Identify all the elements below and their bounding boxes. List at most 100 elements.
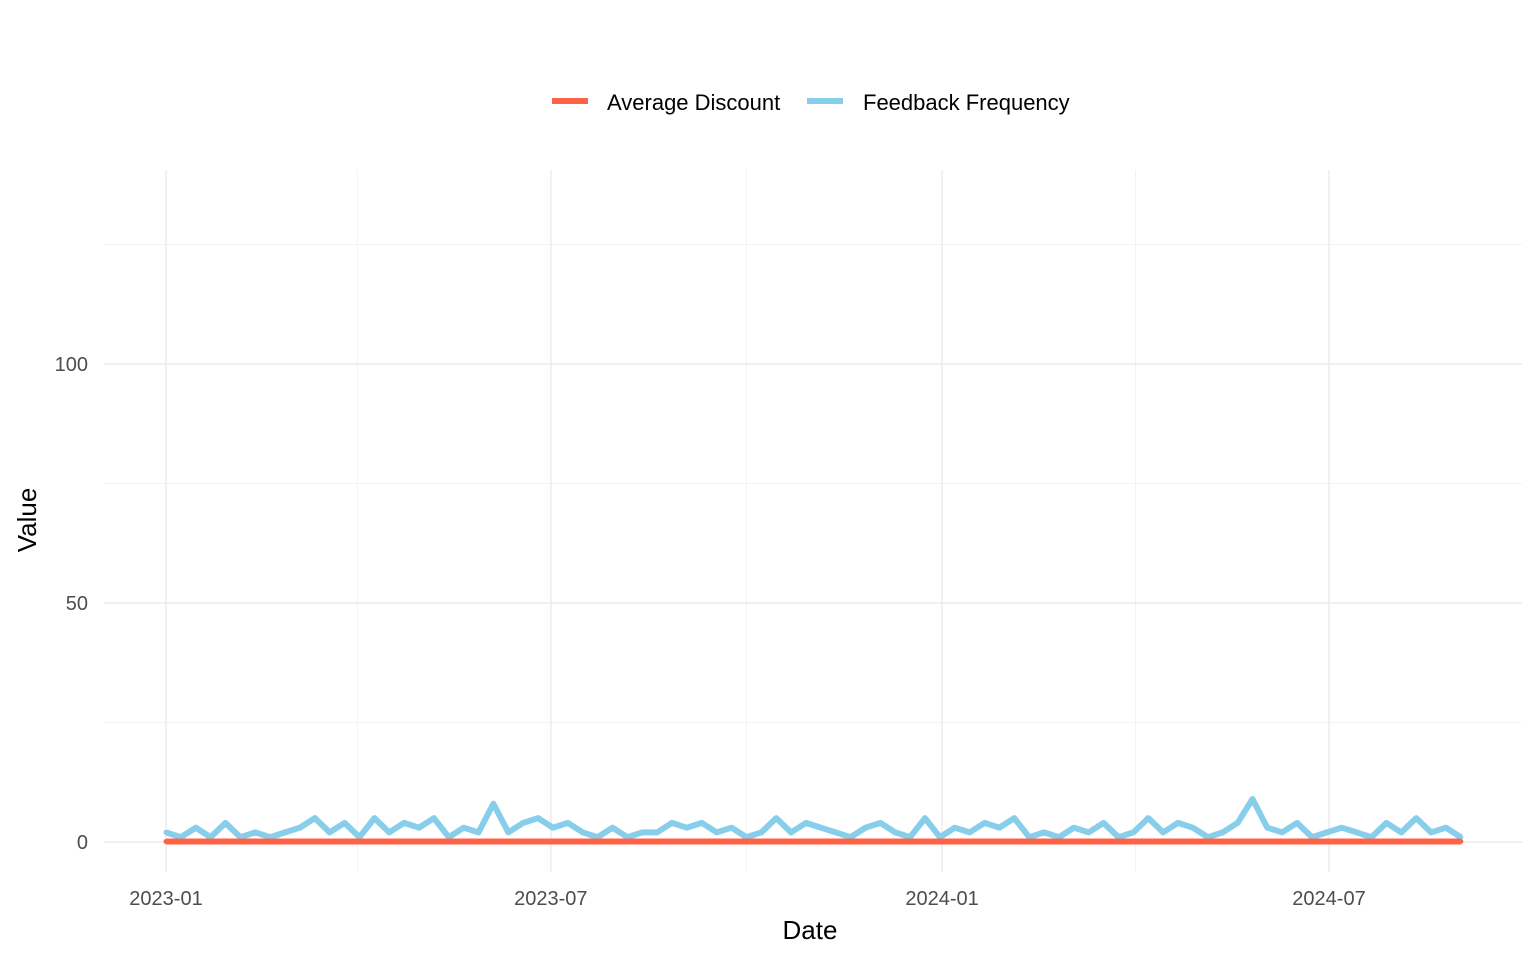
data-point	[1190, 825, 1196, 831]
data-point	[193, 825, 199, 831]
data-point	[1250, 796, 1255, 802]
data-point	[1071, 825, 1077, 831]
data-point	[401, 820, 407, 826]
legend-label-average-discount: Average Discount	[607, 90, 780, 115]
data-point	[1175, 820, 1181, 826]
data-point	[1369, 834, 1374, 840]
data-point	[431, 815, 437, 821]
data-point	[1458, 834, 1464, 840]
x-axis-ticks: 2023-01 2023-07 2024-01 2024-07	[129, 888, 1365, 910]
data-point	[1086, 829, 1092, 835]
x-tick-label: 2023-01	[129, 888, 202, 910]
data-point	[163, 839, 169, 844]
data-point	[595, 834, 601, 840]
legend-label-feedback-frequency: Feedback Frequency	[863, 90, 1070, 115]
data-point	[669, 820, 675, 826]
y-tick-label: 0	[77, 832, 88, 854]
data-point	[1205, 834, 1211, 840]
data-point	[1264, 825, 1270, 831]
data-point	[1011, 815, 1017, 821]
data-point	[982, 820, 988, 826]
data-point	[952, 825, 958, 831]
data-point	[937, 834, 943, 840]
data-point	[996, 825, 1002, 831]
data-point	[342, 820, 348, 826]
grid	[104, 170, 1522, 872]
data-point	[237, 834, 243, 840]
data-point	[1026, 834, 1032, 840]
data-point	[282, 829, 288, 835]
data-point	[386, 829, 392, 835]
data-point	[208, 834, 214, 840]
data-point	[1458, 839, 1464, 844]
data-point	[446, 834, 452, 840]
data-point	[297, 825, 303, 831]
data-point	[580, 829, 586, 835]
data-point	[520, 820, 526, 826]
data-point	[1398, 829, 1404, 835]
data-point	[863, 825, 868, 831]
data-point	[416, 825, 422, 831]
data-point	[357, 834, 362, 840]
data-point	[788, 829, 794, 835]
data-point	[714, 829, 720, 835]
y-tick-label: 100	[55, 354, 88, 376]
data-point	[550, 825, 556, 831]
data-point	[877, 820, 883, 826]
data-point	[252, 829, 258, 835]
data-point	[1041, 829, 1047, 835]
data-point	[758, 829, 764, 835]
data-point	[1428, 829, 1434, 835]
data-point	[327, 829, 333, 835]
data-point	[1220, 829, 1226, 835]
y-axis-ticks: 0 50 100	[55, 354, 88, 854]
data-point	[312, 815, 318, 821]
legend: Average Discount Feedback Frequency	[552, 90, 1070, 115]
data-point	[818, 825, 824, 831]
y-axis-title: Value	[12, 488, 42, 553]
data-point	[773, 815, 779, 821]
data-point	[907, 834, 913, 840]
data-point	[639, 829, 645, 835]
data-point	[1130, 829, 1136, 835]
x-tick-label: 2023-07	[514, 888, 587, 910]
x-tick-label: 2024-07	[1292, 888, 1365, 910]
data-point	[1160, 829, 1166, 835]
data-point	[565, 820, 571, 826]
data-point	[684, 825, 690, 831]
data-point	[1145, 815, 1151, 821]
data-point	[729, 825, 735, 831]
data-point	[1116, 834, 1121, 840]
data-point	[967, 829, 973, 835]
data-point	[743, 834, 749, 840]
data-point	[848, 834, 854, 840]
data-point	[833, 829, 839, 835]
data-point	[922, 815, 928, 821]
data-point	[163, 829, 169, 835]
data-point	[654, 829, 660, 835]
data-point	[699, 820, 705, 826]
data-point	[505, 829, 511, 835]
data-point	[1056, 834, 1062, 840]
data-point	[624, 834, 630, 840]
data-point	[1309, 834, 1315, 840]
data-point	[1443, 825, 1449, 831]
data-point	[892, 829, 898, 835]
data-point	[610, 825, 615, 831]
data-point	[1294, 820, 1300, 826]
data-point	[1339, 825, 1345, 831]
data-point	[1279, 829, 1285, 835]
data-point	[371, 815, 377, 821]
data-point	[1354, 829, 1360, 835]
data-point	[1383, 820, 1389, 826]
x-axis-title: Date	[783, 915, 838, 945]
data-point	[803, 820, 809, 826]
data-point	[535, 815, 541, 821]
data-point	[267, 834, 273, 840]
data-point	[1101, 820, 1107, 826]
data-point	[223, 820, 228, 826]
data-point	[490, 801, 496, 807]
data-point	[476, 829, 481, 835]
data-point	[1413, 815, 1419, 821]
